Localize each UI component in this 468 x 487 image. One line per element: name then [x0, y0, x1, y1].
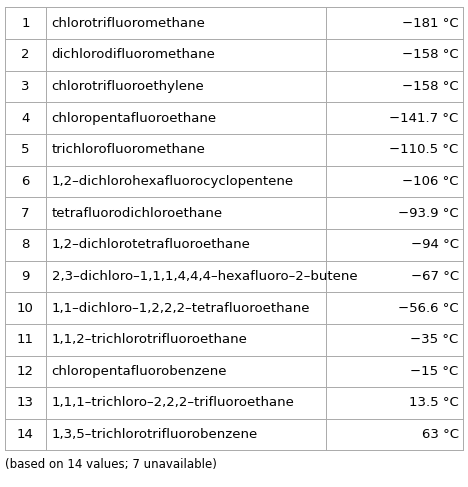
Text: −94 °C: −94 °C: [410, 238, 459, 251]
Text: 1,2–dichlorohexafluorocyclopentene: 1,2–dichlorohexafluorocyclopentene: [51, 175, 294, 188]
Text: −56.6 °C: −56.6 °C: [398, 301, 459, 315]
Text: 13.5 °C: 13.5 °C: [409, 396, 459, 410]
Text: 1,1,2–trichlorotrifluoroethane: 1,1,2–trichlorotrifluoroethane: [51, 333, 248, 346]
Text: chloropentafluoroethane: chloropentafluoroethane: [51, 112, 217, 125]
Text: −141.7 °C: −141.7 °C: [389, 112, 459, 125]
Text: −67 °C: −67 °C: [410, 270, 459, 283]
Text: 9: 9: [21, 270, 29, 283]
Text: 1,1,1–trichloro–2,2,2–trifluoroethane: 1,1,1–trichloro–2,2,2–trifluoroethane: [51, 396, 294, 410]
Text: 1,3,5–trichlorotrifluorobenzene: 1,3,5–trichlorotrifluorobenzene: [51, 428, 258, 441]
Text: 1,2–dichlorotetrafluoroethane: 1,2–dichlorotetrafluoroethane: [51, 238, 250, 251]
Text: 6: 6: [21, 175, 29, 188]
Text: −35 °C: −35 °C: [410, 333, 459, 346]
Text: (based on 14 values; 7 unavailable): (based on 14 values; 7 unavailable): [5, 458, 217, 471]
Text: −15 °C: −15 °C: [410, 365, 459, 378]
Text: 3: 3: [21, 80, 29, 93]
Text: −158 °C: −158 °C: [402, 48, 459, 61]
Text: dichlorodifluoromethane: dichlorodifluoromethane: [51, 48, 215, 61]
Text: tetrafluorodichloroethane: tetrafluorodichloroethane: [51, 206, 223, 220]
Text: 4: 4: [21, 112, 29, 125]
Text: 1: 1: [21, 17, 29, 30]
Text: −181 °C: −181 °C: [402, 17, 459, 30]
Text: 14: 14: [17, 428, 34, 441]
Text: chloropentafluorobenzene: chloropentafluorobenzene: [51, 365, 227, 378]
Text: −158 °C: −158 °C: [402, 80, 459, 93]
Text: 5: 5: [21, 143, 29, 156]
Text: 11: 11: [17, 333, 34, 346]
Text: 63 °C: 63 °C: [422, 428, 459, 441]
Text: chlorotrifluoromethane: chlorotrifluoromethane: [51, 17, 205, 30]
Text: 13: 13: [17, 396, 34, 410]
Text: 7: 7: [21, 206, 29, 220]
Text: 2,3–dichloro–1,1,1,4,4,4–hexafluoro–2–butene: 2,3–dichloro–1,1,1,4,4,4–hexafluoro–2–bu…: [51, 270, 357, 283]
Text: chlorotrifluoroethylene: chlorotrifluoroethylene: [51, 80, 205, 93]
Text: −110.5 °C: −110.5 °C: [389, 143, 459, 156]
Text: 8: 8: [21, 238, 29, 251]
Text: 12: 12: [17, 365, 34, 378]
Text: −93.9 °C: −93.9 °C: [398, 206, 459, 220]
Text: 1,1–dichloro–1,2,2,2–tetrafluoroethane: 1,1–dichloro–1,2,2,2–tetrafluoroethane: [51, 301, 310, 315]
Text: trichlorofluoromethane: trichlorofluoromethane: [51, 143, 205, 156]
Text: −106 °C: −106 °C: [402, 175, 459, 188]
Text: 10: 10: [17, 301, 34, 315]
Text: 2: 2: [21, 48, 29, 61]
